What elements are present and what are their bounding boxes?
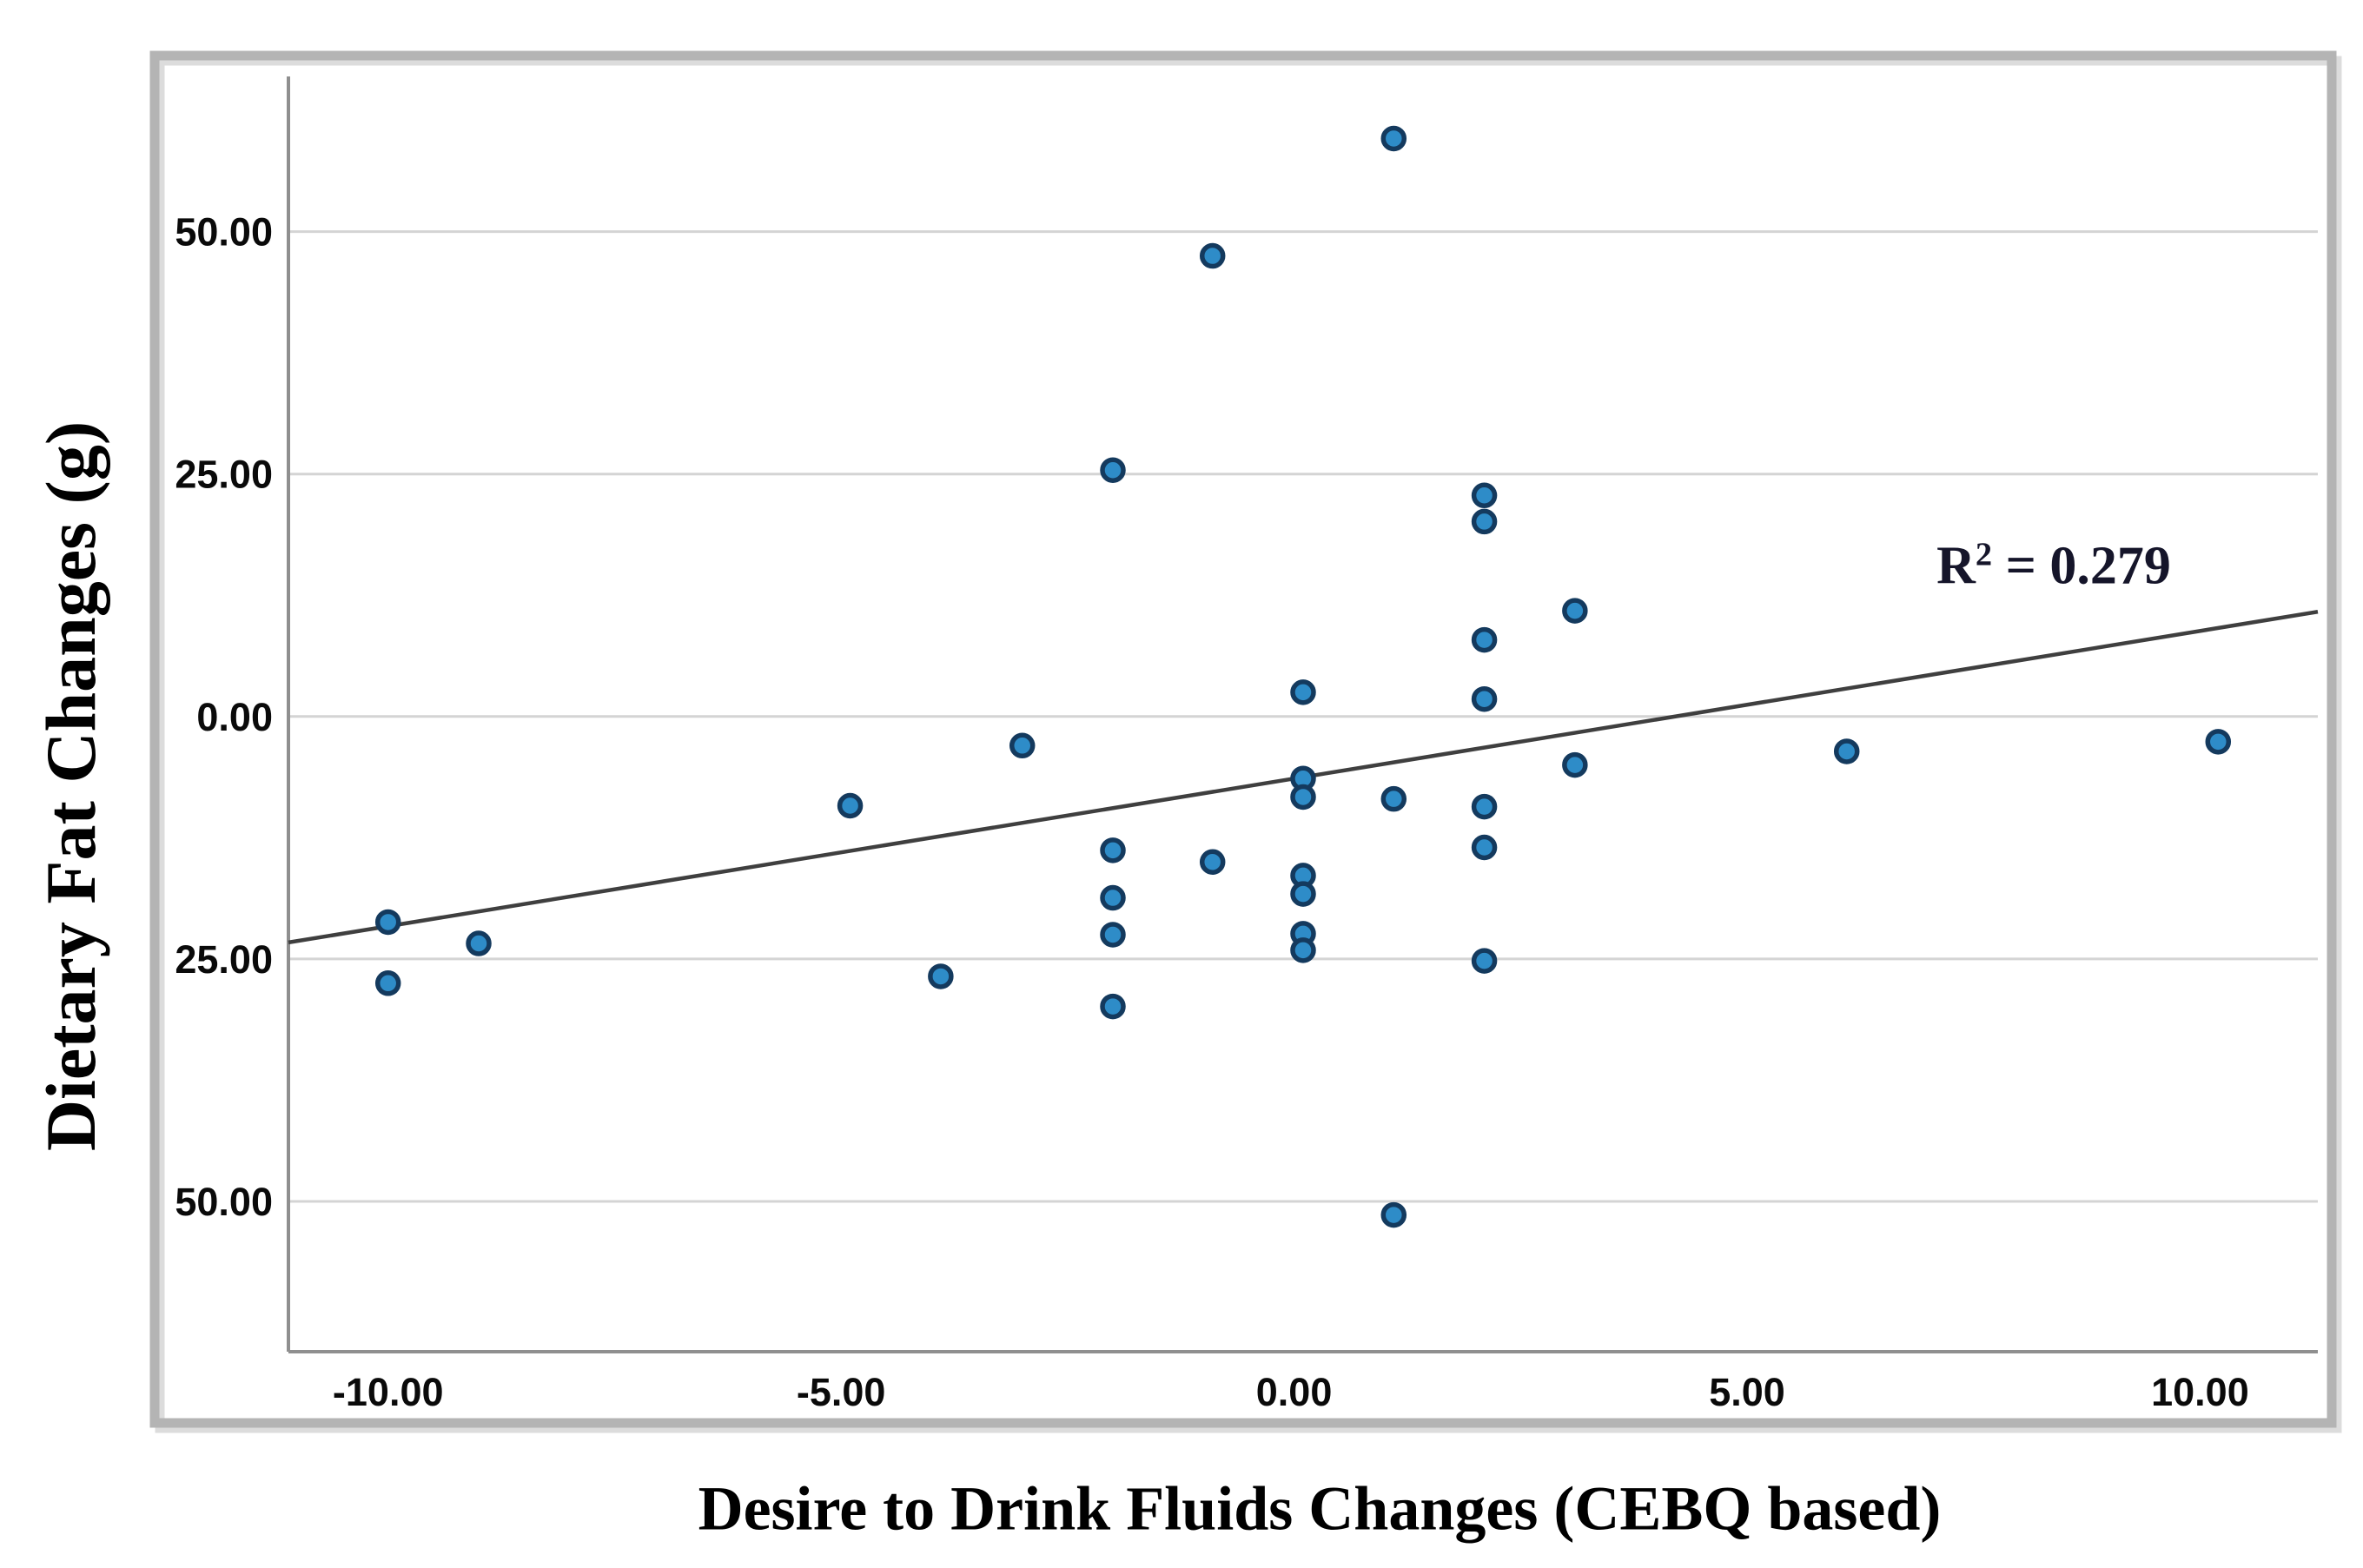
data-point: [2205, 729, 2232, 755]
data-point: [1380, 785, 1407, 812]
data-point: [1100, 457, 1126, 483]
data-point: [1100, 837, 1126, 863]
x-tick-label: -5.00: [797, 1370, 886, 1414]
r-squared-base: R: [1936, 536, 1976, 596]
data-point: [1290, 784, 1316, 810]
data-point: [1833, 738, 1860, 764]
data-point: [374, 970, 401, 996]
data-point: [1199, 849, 1226, 875]
data-point: [1100, 993, 1126, 1020]
data-point: [1380, 1201, 1407, 1228]
data-point: [1471, 626, 1498, 653]
x-tick-label: 10.00: [2151, 1370, 2249, 1414]
data-point: [1471, 685, 1498, 712]
r-squared-value: = 0.279: [1992, 536, 2171, 596]
data-point: [1290, 679, 1316, 705]
data-point: [1471, 834, 1498, 861]
x-tick-label: 0.00: [1256, 1370, 1333, 1414]
data-point: [928, 963, 954, 989]
r-squared-superscript: 2: [1975, 536, 1993, 573]
data-point: [1471, 508, 1498, 535]
data-point: [374, 909, 401, 936]
x-axis-title: Desire to Drink Fluids Changes (CEBQ bas…: [698, 1473, 1942, 1544]
data-point: [1471, 482, 1498, 509]
y-tick-label: 50.00: [175, 210, 273, 255]
data-point: [1471, 948, 1498, 974]
data-point: [837, 792, 864, 819]
data-point: [1562, 751, 1588, 778]
x-tick-label: -10.00: [333, 1370, 444, 1414]
y-tick-label: 25.00: [175, 453, 273, 497]
data-point: [1199, 242, 1226, 269]
data-point: [1100, 884, 1126, 911]
y-tick-label: 0.00: [196, 695, 273, 739]
y-tick-label: 25.00: [175, 937, 273, 982]
data-point: [1009, 732, 1036, 759]
x-tick-label: 5.00: [1709, 1370, 1785, 1414]
data-point: [1290, 937, 1316, 963]
y-tick-label: 50.00: [175, 1180, 273, 1224]
data-point: [1562, 598, 1588, 624]
data-point: [466, 930, 492, 956]
r-squared-annotation: R2 = 0.279: [1936, 535, 2171, 597]
plot-frame: [149, 50, 2337, 1428]
data-point: [1290, 881, 1316, 907]
y-axis-title: Dietary Fat Changes (g): [31, 420, 110, 1152]
data-point: [1471, 793, 1498, 820]
data-point: [1380, 125, 1407, 152]
data-point: [1100, 922, 1126, 948]
plot-frame-shadow: [155, 56, 2342, 1433]
